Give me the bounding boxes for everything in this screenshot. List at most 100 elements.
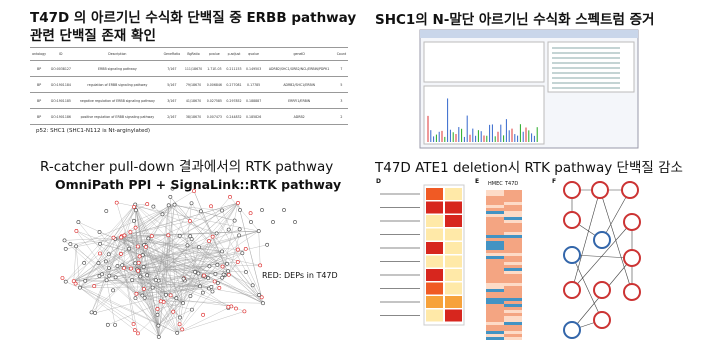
heat-cell (486, 280, 504, 283)
node (138, 274, 143, 279)
node (74, 244, 78, 249)
heat-cell (445, 269, 462, 281)
node (215, 262, 220, 267)
node (210, 289, 215, 294)
node (106, 266, 111, 270)
node (209, 204, 213, 209)
edge (76, 230, 143, 256)
node (174, 296, 179, 301)
node (238, 208, 242, 212)
node (188, 219, 192, 223)
heat-cell (486, 226, 504, 229)
heat-cell (486, 202, 504, 205)
heat-cell (486, 223, 504, 226)
edge (94, 202, 239, 287)
node (175, 330, 180, 335)
heat-cell (486, 307, 504, 310)
node (60, 276, 65, 280)
panel-title: 관련 단백질 존재 확인 (30, 28, 156, 44)
node (217, 285, 222, 290)
edge (136, 280, 159, 294)
node (132, 328, 137, 333)
edge (137, 269, 224, 275)
edge (117, 265, 184, 304)
edge (179, 303, 184, 325)
figure-label: F (552, 178, 557, 185)
heat-cell (486, 277, 504, 280)
heat-cell (504, 211, 522, 214)
node (563, 281, 581, 299)
edge (91, 236, 122, 313)
node (237, 227, 242, 232)
node (563, 246, 581, 264)
heat-cell (504, 268, 522, 271)
heat-cell (504, 313, 522, 316)
edge (202, 274, 229, 293)
edge (237, 202, 262, 298)
node (181, 301, 185, 306)
edge (115, 238, 238, 250)
edge (75, 283, 178, 334)
edge (76, 230, 138, 270)
edge (135, 210, 143, 256)
edge (109, 230, 259, 276)
edge (135, 210, 159, 326)
node (145, 202, 150, 206)
edge (571, 254, 633, 259)
node (107, 273, 112, 278)
edge (95, 286, 201, 314)
heat-cell (426, 201, 443, 214)
heat-cell (426, 215, 443, 227)
heat-cell (486, 247, 504, 250)
edge (190, 236, 201, 287)
node (136, 260, 141, 265)
edge (136, 269, 159, 337)
toolbar (420, 30, 638, 38)
pane (423, 85, 545, 145)
heat-cell (504, 202, 522, 205)
node (212, 279, 217, 284)
edge (106, 236, 122, 281)
heat-cell (445, 255, 462, 268)
node (593, 281, 611, 299)
heat-cell (486, 289, 504, 292)
node (258, 263, 263, 268)
node (243, 246, 248, 251)
edge (132, 205, 169, 281)
edge (137, 236, 191, 270)
heat-cell (504, 331, 522, 334)
edge (76, 230, 110, 276)
table-cell: GO:1901184 (48, 76, 74, 93)
heat-cell (504, 226, 522, 229)
node (248, 211, 253, 216)
node (242, 309, 247, 314)
heat-cell (486, 328, 504, 331)
node (228, 195, 232, 199)
table-cell: 7/167 (161, 60, 183, 77)
edge (124, 265, 261, 269)
edge (113, 204, 136, 238)
table-cell: 7 (334, 60, 348, 77)
table-cell: 5/167 (161, 76, 183, 93)
node (623, 283, 641, 301)
node (621, 181, 639, 199)
heat-cell (504, 337, 522, 340)
node (74, 229, 79, 233)
edge (174, 204, 204, 293)
heat-cell (504, 244, 522, 247)
heat-cell (426, 296, 443, 308)
heat-cell (504, 310, 522, 313)
edge (99, 204, 175, 277)
heat-cell (504, 196, 522, 199)
heat-cell (486, 190, 504, 193)
edge (144, 278, 209, 298)
node (105, 322, 110, 327)
table-cell: 0.297852 (224, 92, 244, 109)
node (190, 307, 194, 312)
table-cell: positive regulation of ERBB signaling pa… (73, 108, 162, 125)
column-label: T47D (505, 181, 519, 187)
edge (115, 202, 239, 240)
header-row: ontology ID Description GeneRatio BgRatio pva… (30, 47, 348, 61)
heat-cell (445, 215, 462, 227)
heat-cell (486, 253, 504, 256)
